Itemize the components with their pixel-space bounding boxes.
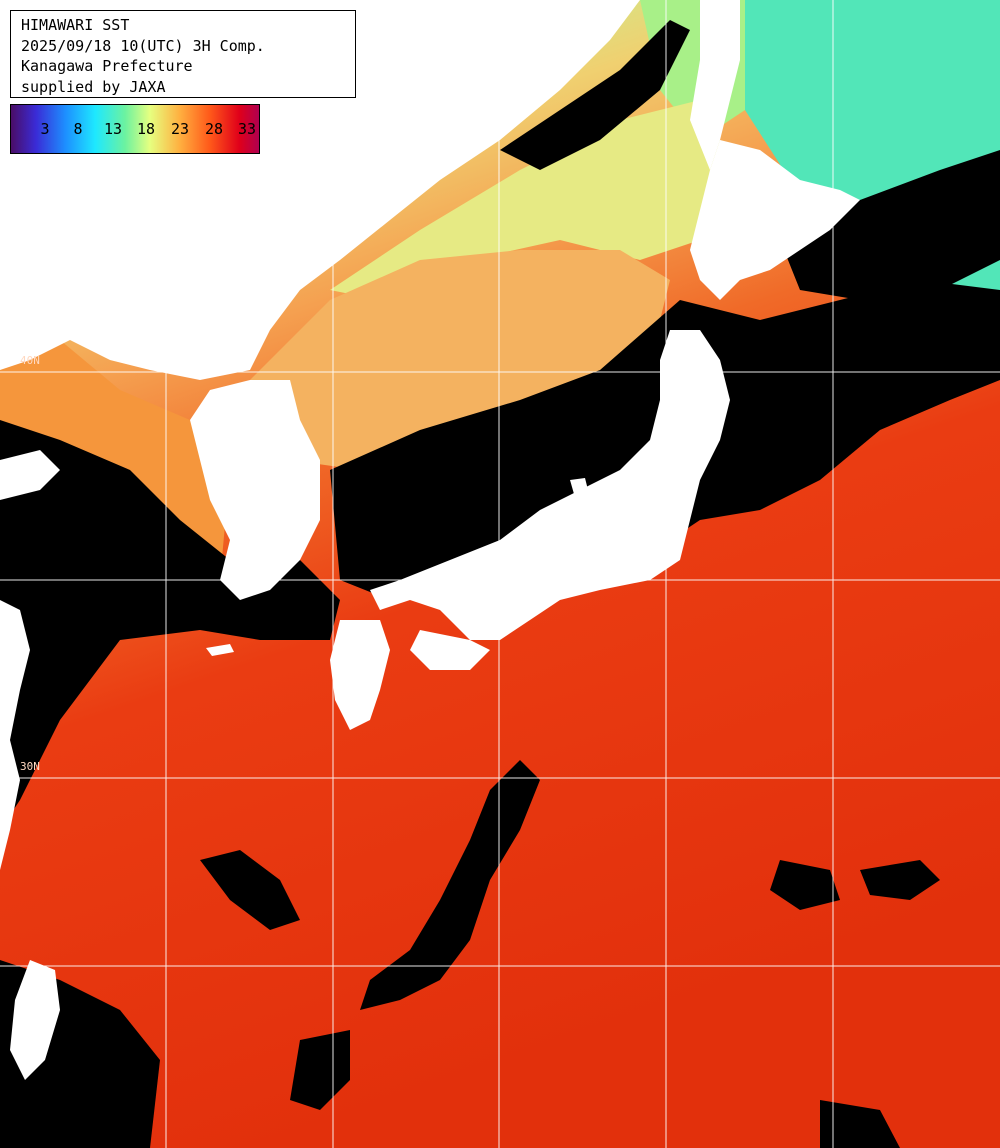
- scale-label: 28: [204, 120, 224, 138]
- cloud-east-china-sea-patch: [200, 850, 300, 930]
- scale-label: 23: [170, 120, 190, 138]
- scale-label: 33: [237, 120, 257, 138]
- region-line: Kanagawa Prefecture: [21, 57, 193, 75]
- lat-label-40n: 40N: [20, 354, 40, 367]
- lat-label-30n: 30N: [20, 760, 40, 773]
- scale-label: 18: [136, 120, 156, 138]
- land-hokkaido: [690, 140, 860, 300]
- land-korea: [190, 380, 320, 600]
- source-line: supplied by JAXA: [21, 77, 166, 96]
- land-kyushu: [330, 620, 390, 730]
- scale-labels: 3 8 13 18 23 28 33: [11, 120, 259, 140]
- yellow-sea-japan-sea: [330, 100, 730, 300]
- land-honshu: [370, 330, 730, 640]
- land-shikoku: [410, 630, 490, 670]
- cloud-northeast-band: [780, 150, 1000, 300]
- scale-label: 13: [103, 120, 123, 138]
- land-shandong: [0, 450, 60, 500]
- cloud-north-coast: [500, 20, 690, 170]
- cloud-east-patch: [770, 860, 840, 910]
- land-taiwan: [10, 960, 60, 1080]
- scale-label: 3: [40, 120, 50, 138]
- map-title-box: HIMAWARI SST 2025/09/18 10(UTC) 3H Comp.…: [10, 10, 356, 98]
- title-line: HIMAWARI SST: [21, 16, 130, 34]
- land-sakhalin-hokkaido-north: [690, 0, 740, 170]
- cloud-southeast-corner: [820, 1100, 900, 1148]
- cloud-west-china-sea: [0, 420, 340, 830]
- cloud-south-patch: [290, 1030, 350, 1110]
- cloud-east-patch-2: [860, 860, 940, 900]
- land-china-coast: [0, 600, 30, 870]
- orange-sea-japan-sea: [250, 250, 670, 470]
- land-jeju: [206, 644, 234, 656]
- scale-label: 8: [73, 120, 83, 138]
- color-scale-legend: 3 8 13 18 23 28 33: [10, 104, 260, 154]
- land-sado-island: [570, 478, 588, 494]
- date-line: 2025/09/18 10(UTC) 3H Comp.: [21, 36, 265, 55]
- cloud-central-diagonal: [360, 760, 540, 1010]
